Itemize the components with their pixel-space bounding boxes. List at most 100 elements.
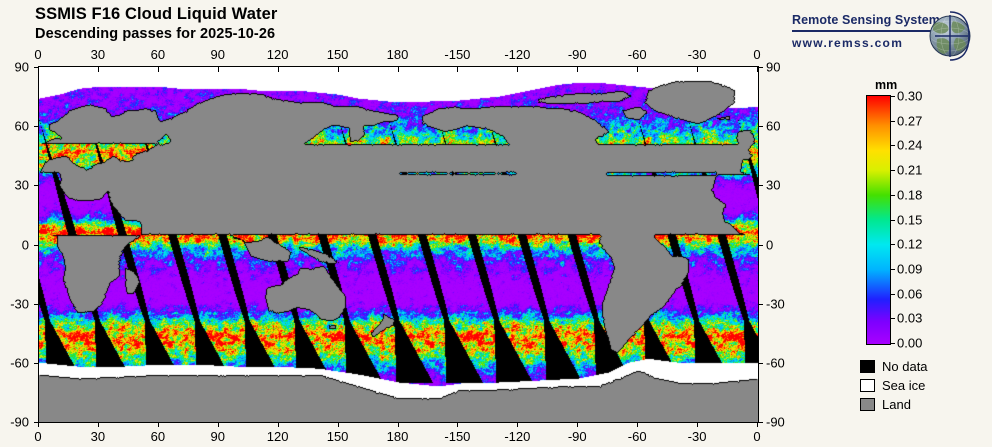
logo-website: www.remss.com [792,35,904,50]
colorbar-tick [890,96,895,97]
x-axis-label-bottom: 180 [386,429,409,444]
x-axis-tick [97,67,99,72]
y-axis-tick [758,126,763,128]
x-axis-tick [337,422,339,427]
x-axis-tick [517,67,519,72]
x-axis-label-top: 180 [386,47,409,62]
x-axis-tick [397,422,399,427]
legend-land-label: Land [882,396,911,412]
x-axis-label-top: 0 [753,47,761,62]
y-axis-tick [34,126,39,128]
remss-logo[interactable]: Remote Sensing Systems www.remss.com [792,9,984,65]
legend-sea-ice: Sea ice [860,376,980,394]
y-axis-tick [34,185,39,187]
y-axis-tick [34,303,39,305]
cloud-liquid-water-heatmap[interactable] [39,67,758,422]
x-axis-tick [277,422,279,427]
colorbar-tick-label: 0.03 [897,310,923,326]
x-axis-tick [217,67,219,72]
map-plot-area[interactable] [38,66,759,423]
x-axis-label-bottom: -90 [567,429,587,444]
x-axis-tick [637,422,639,427]
colorbar-tick [890,268,895,270]
x-axis-label-bottom: 30 [90,429,106,444]
page-title: SSMIS F16 Cloud Liquid Water [35,5,278,23]
y-axis-label-left: -60 [10,355,29,371]
colorbar-tick [890,120,895,122]
x-axis-label-top: -120 [504,47,531,62]
colorbar-tick [890,170,895,172]
x-axis-label-top: -150 [444,47,471,62]
y-axis-label-left: 0 [21,237,29,252]
legend-sea-ice-swatch [860,378,875,392]
colorbar-tick [890,343,895,344]
x-axis-label-top: 150 [326,47,349,62]
x-axis-tick [637,67,639,72]
legend-sea-ice-label: Sea ice [882,377,926,393]
x-axis-label-top: 0 [34,47,42,62]
y-axis-label-left: -90 [10,414,29,430]
y-axis-tick [758,67,763,68]
colorbar-tick [890,244,895,246]
x-axis-tick [38,67,39,72]
y-axis-tick [758,303,763,305]
y-axis-label-right: -90 [766,414,785,430]
x-axis-label-bottom: -150 [444,429,471,444]
x-axis-tick [157,67,159,72]
x-axis-label-top: 90 [210,47,225,62]
x-axis-tick [577,67,579,72]
colorbar-tick [890,194,895,196]
x-axis-label-top: 60 [150,47,166,62]
x-axis-label-bottom: -60 [627,429,647,444]
x-axis-tick [517,422,519,427]
x-axis-tick [217,422,219,427]
y-axis-label-right: 0 [766,237,774,252]
colorbar-gradient [867,96,890,344]
y-axis-tick [758,185,763,187]
y-axis-label-right: -60 [766,355,785,371]
x-axis-tick [577,422,579,427]
y-axis-tick [758,362,763,364]
x-axis-tick [397,67,399,72]
title-block: SSMIS F16 Cloud Liquid Water Descending … [35,5,277,43]
y-axis-label-left: 60 [14,118,29,134]
y-axis-tick [758,244,763,246]
x-axis-tick [97,422,99,427]
x-axis-tick [38,422,39,427]
x-axis-tick [457,422,459,427]
colorbar-unit-label: mm [875,78,898,92]
legend-land: Land [860,395,980,413]
legend-no-data-label: No data [882,358,928,374]
colorbar-tick-label: 0.21 [897,162,923,178]
x-axis-tick [757,422,758,427]
colorbar-tick [890,318,895,320]
y-axis-label-right: 60 [766,118,781,134]
x-axis-tick [457,67,459,72]
colorbar-tick-label: 0.15 [897,212,923,227]
x-axis-label-bottom: 150 [326,429,349,444]
y-axis-label-right: 90 [766,59,781,75]
legend-land-swatch [860,397,875,411]
y-axis-tick [758,422,763,423]
colorbar-tick [890,219,895,221]
y-axis-label-left: 30 [14,177,29,193]
colorbar-tick-label: 0.06 [897,286,923,302]
colorbar-tick-label: 0.12 [897,236,923,252]
logo-text: Remote Sensing Systems www.remss.com [792,13,947,50]
x-axis-label-bottom: 120 [266,429,289,444]
y-axis-tick [34,362,39,364]
y-axis-tick [34,67,39,68]
colorbar[interactable] [866,95,891,345]
x-axis-label-bottom: -120 [504,429,531,444]
colorbar-tick [890,145,895,147]
x-axis-label-bottom: 60 [150,429,166,444]
x-axis-label-bottom: 0 [753,429,761,444]
x-axis-label-top: 120 [266,47,289,62]
page-subtitle: Descending passes for 2025-10-26 [35,26,276,42]
x-axis-tick [697,67,699,72]
map-legend: No data Sea ice Land [860,357,980,414]
x-axis-label-top: 30 [90,47,106,62]
x-axis-tick [337,67,339,72]
x-axis-label-bottom: 0 [34,429,42,444]
colorbar-tick-label: 0.27 [897,113,923,129]
